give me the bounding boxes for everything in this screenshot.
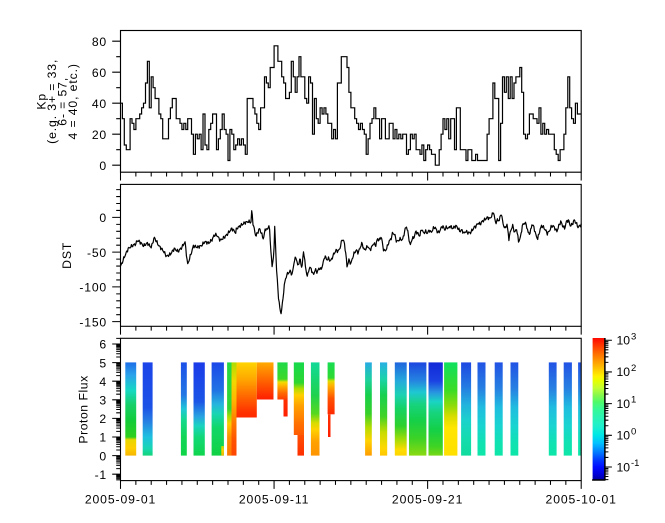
svg-text:20: 20	[92, 128, 107, 142]
svg-text:0: 0	[631, 426, 636, 437]
svg-text:-50: -50	[87, 246, 107, 260]
svg-text:40: 40	[92, 97, 107, 111]
svg-text:2005-09-11: 2005-09-11	[239, 493, 309, 507]
svg-text:0: 0	[99, 449, 107, 463]
svg-text:1: 1	[631, 395, 636, 406]
svg-text:3: 3	[631, 331, 636, 342]
svg-text:-1: -1	[631, 458, 639, 469]
svg-text:DST: DST	[60, 242, 74, 269]
svg-text:2: 2	[99, 412, 107, 426]
svg-text:0: 0	[99, 159, 107, 173]
svg-text:4 = 40, etc.): 4 = 40, etc.)	[66, 63, 80, 139]
svg-text:5: 5	[99, 356, 107, 370]
svg-text:6: 6	[99, 338, 107, 352]
svg-text:2005-09-21: 2005-09-21	[392, 493, 463, 507]
svg-text:3: 3	[99, 394, 107, 408]
svg-text:2: 2	[631, 363, 636, 374]
svg-text:6- = 57,: 6- = 57,	[56, 77, 70, 126]
svg-text:-100: -100	[79, 281, 107, 295]
svg-text:Proton Flux: Proton Flux	[76, 375, 90, 443]
svg-text:2005-09-01: 2005-09-01	[85, 493, 156, 507]
svg-text:10: 10	[617, 334, 631, 348]
svg-text:0: 0	[99, 211, 107, 225]
svg-text:10: 10	[617, 365, 631, 379]
svg-text:Kp: Kp	[35, 93, 49, 110]
svg-text:80: 80	[92, 35, 107, 49]
svg-text:60: 60	[92, 66, 107, 80]
svg-text:1: 1	[99, 431, 107, 445]
svg-text:10: 10	[617, 460, 631, 474]
svg-text:4: 4	[99, 375, 107, 389]
svg-text:-1: -1	[95, 468, 107, 482]
svg-text:10: 10	[617, 397, 631, 411]
svg-text:10: 10	[617, 429, 631, 443]
svg-text:2005-10-01: 2005-10-01	[546, 493, 617, 507]
svg-text:(e.g. 3+ = 33,: (e.g. 3+ = 33,	[45, 59, 59, 144]
svg-text:-150: -150	[79, 315, 107, 329]
